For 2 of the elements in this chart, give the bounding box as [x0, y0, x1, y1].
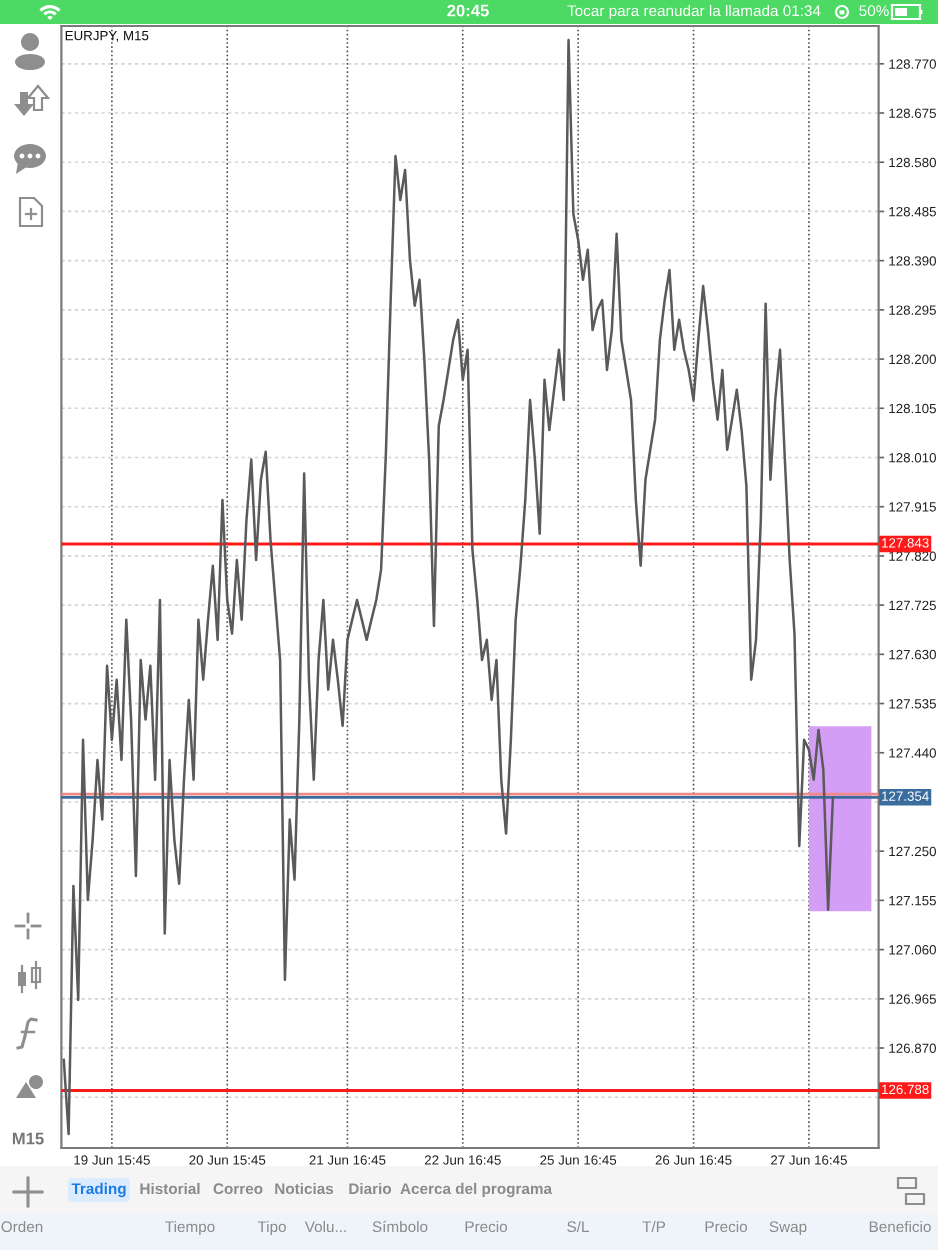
text: M15 — [12, 1132, 44, 1145]
text: 20:45 — [447, 4, 489, 17]
